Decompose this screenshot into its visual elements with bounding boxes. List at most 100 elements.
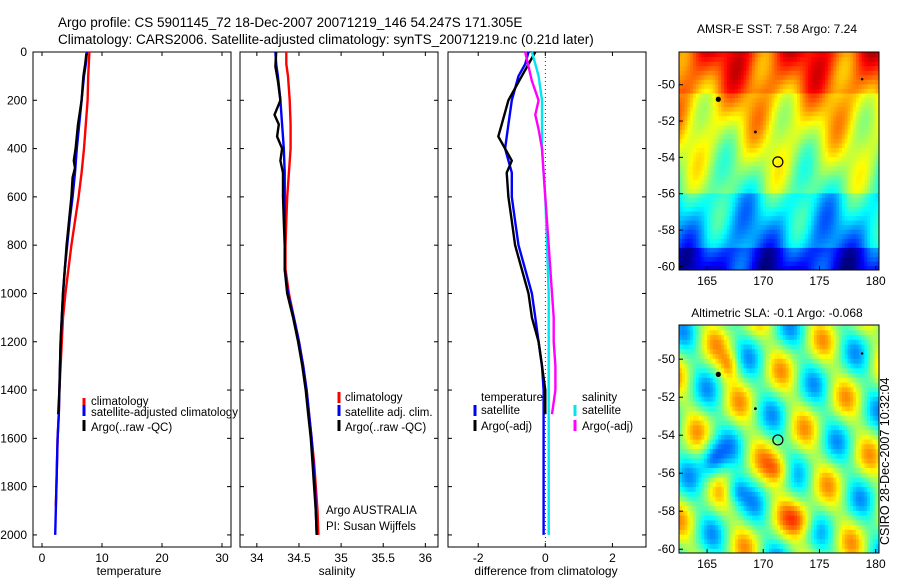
heatmap-cell [833, 183, 837, 189]
heatmap-cell [763, 260, 767, 267]
heatmap-cell [698, 156, 703, 162]
heatmap-cell [799, 101, 804, 108]
heatmap-cell [872, 201, 877, 208]
heatmap-cell [850, 206, 854, 212]
heatmap-cell [847, 260, 851, 267]
heatmap-cell [822, 170, 826, 176]
heatmap-cell [712, 210, 717, 217]
heatmap-cell [855, 174, 860, 180]
heatmap-cell [825, 179, 829, 185]
heatmap-cell [802, 174, 807, 180]
heatmap-cell [777, 197, 781, 203]
heatmap-cell [802, 147, 807, 153]
heatmap-cell [844, 115, 849, 121]
heatmap-cell [853, 220, 857, 226]
heatmap-cell [771, 174, 776, 180]
heatmap-cell [737, 329, 742, 336]
heatmap-cell [709, 348, 714, 355]
heatmap-cell [693, 453, 697, 459]
heatmap-cell [718, 120, 722, 126]
legend-argo-raw-label: Argo(..raw -QC) [345, 422, 426, 434]
heatmap-cell [690, 424, 694, 431]
heatmap-cell [709, 88, 714, 94]
heatmap-cell [805, 106, 809, 112]
heatmap-cell [681, 151, 686, 158]
heatmap-cell [726, 353, 731, 359]
heatmap-cell [715, 491, 719, 497]
heatmap-cell [729, 491, 733, 497]
heatmap-cell [681, 183, 686, 189]
x-tick-label: 2 [609, 551, 616, 565]
heatmap-cell [777, 115, 781, 121]
heatmap-cell [712, 439, 717, 445]
heatmap-cell [718, 496, 722, 502]
legend-temp-satellite-label: satellite [481, 405, 520, 417]
heatmap-cell [695, 443, 700, 450]
heatmap-cell [723, 79, 728, 85]
heatmap-cell [796, 61, 801, 67]
heatmap-cell [704, 174, 708, 180]
heatmap-cell [701, 147, 705, 153]
x-tick-label: 36 [419, 551, 433, 565]
heatmap-cell [709, 179, 714, 185]
heatmap-cell [735, 382, 739, 388]
heatmap-cell [777, 74, 781, 80]
heatmap-cell [740, 396, 745, 402]
heatmap-cell [723, 510, 728, 516]
heatmap-cell [867, 251, 871, 257]
y-tick-label: 1600 [0, 431, 27, 445]
heatmap-cell [844, 179, 849, 185]
heatmap-cell [794, 174, 798, 180]
heatmap-cell [752, 353, 756, 359]
heatmap-cell [701, 101, 705, 108]
heatmap-cell [709, 229, 714, 235]
heatmap-cell [768, 265, 773, 270]
heatmap-cell [794, 147, 798, 153]
heatmap-cell [839, 65, 843, 71]
heatmap-cell [729, 129, 733, 135]
heatmap-cell [749, 251, 753, 257]
heatmap-cell [732, 52, 736, 58]
heatmap-cell [715, 147, 719, 153]
heatmap-cell [791, 170, 795, 176]
heatmap-cell [693, 443, 697, 450]
heatmap-cell [844, 83, 849, 89]
heatmap-cell [701, 515, 705, 521]
heatmap-cell [740, 420, 745, 426]
heatmap-cell [858, 197, 863, 203]
heatmap-cell [844, 188, 849, 194]
heatmap-cell [687, 481, 691, 488]
heatmap-cell [735, 543, 739, 549]
heatmap-cell [701, 329, 705, 336]
heatmap-cell [805, 147, 809, 153]
heatmap-cell [743, 256, 748, 262]
heatmap-cell [847, 161, 851, 167]
heatmap-cell [726, 129, 731, 135]
heatmap-cell [853, 70, 857, 76]
heatmap-cell [825, 229, 829, 235]
legend-climatology-label: climatology [345, 392, 403, 404]
heatmap-cell [766, 179, 770, 185]
heatmap-cell [780, 238, 784, 244]
heatmap-cell [732, 197, 736, 203]
heatmap-cell [712, 174, 717, 180]
heatmap-cell [726, 156, 731, 162]
heatmap-cell [766, 115, 770, 121]
heatmap-cell [841, 210, 846, 217]
heatmap-cell [757, 538, 762, 545]
heatmap-cell [693, 233, 697, 239]
heatmap-cell [766, 224, 770, 230]
heatmap-cell [687, 265, 691, 270]
heatmap-cell [732, 529, 736, 535]
heatmap-cell [729, 83, 733, 89]
heatmap-cell [785, 265, 790, 270]
heatmap-cell [749, 481, 753, 488]
heatmap-cell [704, 215, 708, 221]
heatmap-cell [698, 481, 703, 488]
heatmap-cell [712, 453, 717, 459]
heatmap-cell [707, 111, 711, 117]
heatmap-cell [805, 220, 809, 226]
heatmap-cell [735, 224, 739, 230]
heatmap-cell [746, 142, 750, 148]
heatmap-cell [749, 453, 753, 459]
